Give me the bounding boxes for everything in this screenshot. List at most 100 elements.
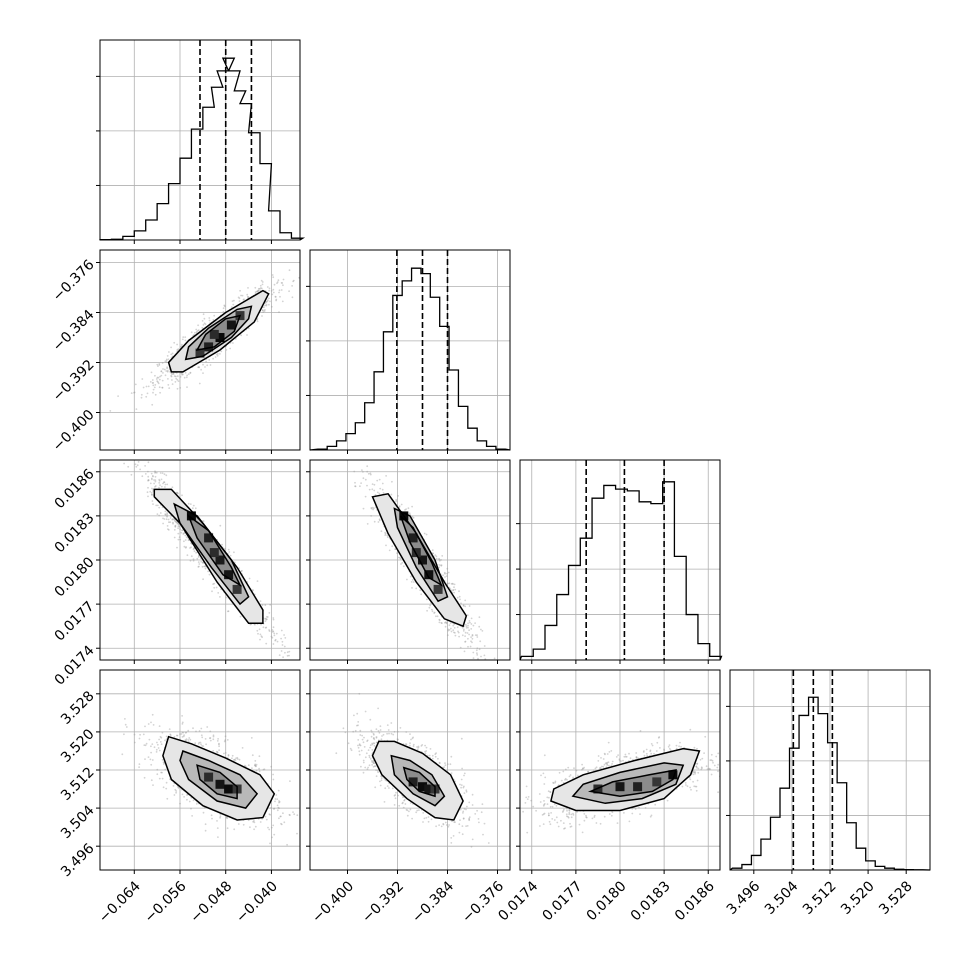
scatter-point (291, 285, 293, 287)
scatter-point (208, 359, 211, 361)
scatter-point (385, 475, 387, 477)
scatter-point (168, 387, 171, 389)
contour-line-2 (399, 515, 443, 587)
scatter-point (165, 518, 168, 521)
scatter-point (144, 465, 147, 467)
scatter-point (384, 534, 387, 536)
scatter-point (127, 465, 130, 468)
scatter-point (265, 626, 268, 629)
scatter-point (272, 626, 275, 629)
scatter-point (265, 618, 268, 621)
scatter-point (271, 629, 274, 631)
scatter-point (478, 625, 481, 628)
scatter-point (373, 520, 376, 523)
scatter-point (452, 589, 454, 592)
scatter-point (141, 378, 144, 380)
scatter-point (191, 815, 194, 817)
scatter-point (159, 375, 161, 378)
scatter-point (149, 482, 152, 485)
scatter-point (420, 593, 423, 596)
histogram-panel-2 (516, 459, 723, 664)
scatter-point (450, 627, 452, 630)
scatter-point (279, 295, 281, 298)
scatter-point (157, 747, 160, 749)
scatter-point (286, 654, 289, 657)
scatter-point (431, 549, 434, 551)
scatter-point (453, 591, 455, 594)
scatter-point (190, 546, 192, 549)
scatter-point (166, 513, 169, 516)
scatter-point (161, 472, 164, 474)
scatter-point (381, 488, 384, 491)
scatter-point (192, 504, 195, 507)
scatter-point (373, 507, 375, 510)
scatter-point (185, 546, 188, 548)
scatter-point (159, 484, 161, 486)
scatter-point (158, 486, 160, 489)
contour-line-1 (173, 502, 250, 606)
scatter-point (255, 769, 258, 772)
scatter-point (121, 455, 123, 457)
scatter-point (452, 589, 455, 591)
scatter-point (254, 763, 257, 766)
scatter-panel-1-2 (306, 459, 511, 664)
scatter-point (476, 652, 478, 655)
scatter-point (259, 633, 262, 636)
scatter-point (457, 630, 459, 633)
scatter-point (440, 564, 443, 567)
scatter-point (184, 339, 187, 342)
scatter-point (235, 757, 237, 760)
scatter-point (148, 437, 150, 439)
scatter-point (162, 482, 164, 485)
scatter-point (184, 546, 187, 549)
scatter-point (269, 300, 271, 303)
scatter-point (184, 336, 187, 338)
scatter-point (171, 383, 174, 385)
scatter-point (217, 353, 219, 355)
scatter-point (471, 634, 474, 636)
scatter-panel-0-2 (96, 437, 301, 664)
density-cell (226, 320, 236, 330)
scatter-point (158, 386, 161, 389)
scatter-point (156, 513, 159, 515)
scatter-point (262, 626, 265, 629)
scatter-point (224, 752, 227, 754)
scatter-point (147, 385, 150, 388)
panel-frame (309, 249, 511, 451)
scatter-point (431, 610, 434, 613)
scatter-point (377, 521, 380, 523)
scatter-point (141, 475, 144, 478)
scatter-point (158, 506, 161, 509)
scatter-point (255, 763, 258, 766)
scatter-point (214, 356, 217, 358)
scatter-point (272, 291, 275, 294)
scatter-point (204, 565, 207, 568)
scatter-point (466, 614, 469, 616)
scatter-point (167, 529, 170, 531)
scatter-point (270, 765, 273, 768)
scatter-point (181, 715, 184, 717)
scatter-point (435, 557, 438, 560)
scatter-point (173, 518, 175, 520)
scatter-point (467, 637, 469, 640)
scatter-point (462, 605, 465, 607)
scatter-point (216, 751, 219, 754)
scatter-point (461, 634, 464, 637)
scatter-point (284, 637, 287, 639)
scatter-point (256, 290, 258, 293)
scatter-point (189, 547, 191, 549)
scatter-point (275, 299, 277, 302)
scatter-point (261, 309, 264, 312)
scatter-point (156, 363, 159, 366)
scatter-point (438, 621, 441, 624)
scatter-point (381, 482, 384, 485)
scatter-point (167, 518, 170, 521)
scatter-point (177, 525, 180, 528)
scatter-point (164, 360, 167, 363)
scatter-point (152, 784, 154, 786)
scatter-point (281, 661, 283, 663)
scatter-point (453, 627, 456, 629)
scatter-point (288, 290, 290, 293)
scatter-point (202, 363, 204, 366)
scatter-point (240, 334, 243, 337)
